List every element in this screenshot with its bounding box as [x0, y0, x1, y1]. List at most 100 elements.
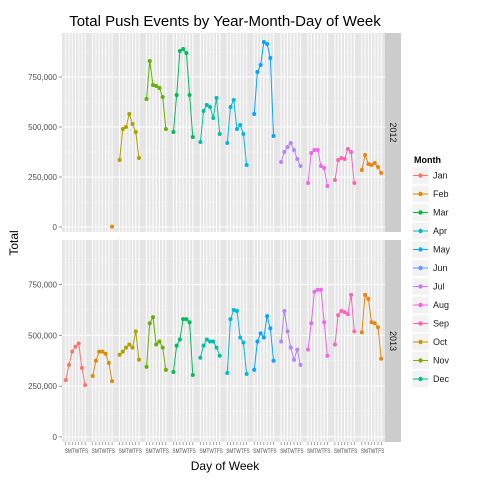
data-point — [372, 321, 377, 326]
data-point — [288, 141, 293, 145]
data-point — [292, 148, 297, 152]
data-point — [130, 345, 135, 350]
x-tick-label-group: SMTWTFS — [119, 448, 143, 455]
x-tick-label-group: SMTWTFS — [199, 448, 223, 455]
data-point — [231, 308, 236, 313]
data-point — [147, 59, 152, 63]
legend-item-mar: Mar — [411, 203, 449, 222]
data-point — [214, 345, 219, 350]
data-point — [292, 357, 297, 362]
data-point — [184, 51, 189, 55]
series-2012-jun — [198, 96, 222, 144]
legend-label: Nov — [433, 356, 450, 366]
data-point — [63, 378, 68, 383]
data-point — [258, 63, 263, 67]
data-point — [312, 148, 317, 152]
data-point — [177, 49, 182, 53]
data-point — [228, 105, 233, 109]
legend-label: Aug — [433, 300, 449, 310]
data-point — [110, 224, 115, 229]
data-point — [285, 329, 290, 334]
series-2013-dec — [359, 292, 384, 361]
data-point — [366, 296, 371, 301]
legend-item-apr: Apr — [411, 222, 447, 240]
legend-key-point — [418, 228, 423, 234]
series-2013-oct — [306, 287, 330, 358]
legend-key-point — [418, 302, 423, 308]
data-point — [376, 165, 381, 169]
data-point — [271, 358, 276, 363]
data-point — [379, 171, 384, 175]
legend-label: Apr — [433, 226, 447, 236]
data-point — [325, 353, 330, 358]
data-point — [214, 96, 219, 100]
data-point — [332, 342, 337, 347]
data-point — [100, 349, 105, 354]
series-2012-oct — [306, 148, 330, 188]
data-point — [154, 84, 159, 88]
data-point — [238, 123, 243, 127]
legend-label: Feb — [433, 189, 449, 199]
series-2012-may — [171, 47, 195, 139]
legend-key-point — [418, 210, 423, 215]
data-point — [181, 47, 186, 51]
data-point — [163, 127, 168, 131]
x-tick-label-group: SMTWTFS — [65, 448, 89, 455]
data-point — [339, 309, 344, 314]
legend-label: Sep — [433, 319, 449, 329]
series-2013-nov — [332, 292, 357, 347]
data-point — [295, 347, 300, 352]
data-point — [349, 292, 354, 297]
data-point — [130, 122, 135, 126]
data-point — [298, 164, 303, 168]
data-point — [252, 367, 257, 372]
data-point — [282, 150, 287, 154]
data-point — [261, 40, 266, 44]
series-2012-apr — [144, 59, 168, 131]
data-point — [234, 309, 239, 314]
series-2012-feb — [110, 224, 115, 229]
data-point — [376, 325, 381, 330]
data-point — [225, 370, 230, 375]
data-point — [322, 320, 327, 325]
legend-label: Jul — [433, 282, 445, 292]
data-point — [363, 153, 368, 157]
facet-strip — [385, 240, 401, 442]
data-point — [342, 157, 347, 161]
data-point — [177, 337, 182, 342]
data-point — [133, 130, 138, 134]
data-point — [241, 132, 246, 136]
data-point — [318, 287, 323, 292]
data-point — [288, 345, 293, 350]
y-tick-label: 500,000 — [28, 331, 57, 340]
data-point — [171, 369, 176, 374]
data-point — [241, 340, 246, 345]
x-tick-label-group: SMTWTFS — [253, 448, 277, 455]
legend-item-may: May — [411, 240, 451, 259]
data-point — [83, 383, 88, 388]
facet-strip-label: 2012 — [388, 122, 398, 142]
legend-key-point — [418, 339, 423, 345]
series-2012-sep — [279, 141, 303, 168]
data-point — [76, 341, 81, 346]
legend-item-dec: Dec — [411, 370, 450, 388]
x-tick-label-group: SMTWTFS — [361, 448, 385, 455]
legend-label: Jun — [433, 263, 448, 273]
y-tick-label: 0 — [53, 223, 58, 232]
data-point — [271, 134, 276, 138]
series-2012-dec — [359, 153, 384, 175]
data-point — [352, 181, 357, 185]
data-point — [217, 132, 222, 136]
data-point — [279, 339, 284, 344]
legend-key-point — [418, 247, 423, 252]
legend-item-nov: Nov — [411, 351, 450, 370]
data-point — [309, 321, 314, 326]
data-point — [217, 353, 222, 358]
data-point — [124, 345, 129, 350]
data-point — [127, 342, 132, 347]
data-point — [369, 320, 374, 325]
data-point — [163, 367, 168, 372]
plot-layer: 0 250,000 500,000 750,000 2012 0 250,000 500,00… — [28, 33, 401, 455]
data-point — [336, 313, 341, 318]
series-2013-jun — [198, 337, 222, 360]
